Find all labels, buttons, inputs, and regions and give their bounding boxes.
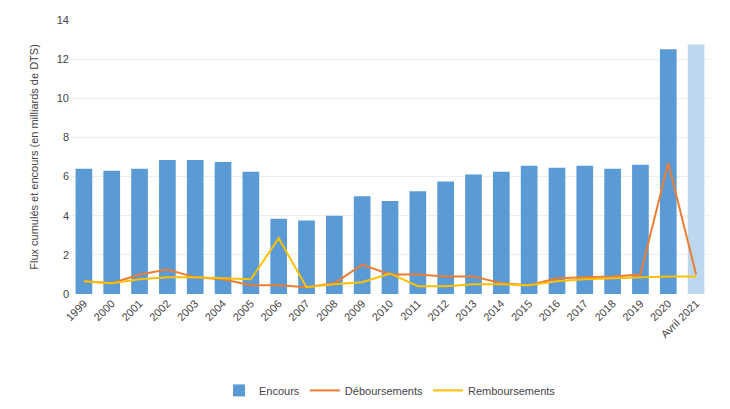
svg-text:12: 12 [57,53,69,65]
svg-text:Encours: Encours [259,385,300,397]
svg-text:2001: 2001 [119,297,145,323]
svg-text:2006: 2006 [258,297,284,323]
svg-text:14: 14 [57,14,69,26]
svg-text:10: 10 [57,92,69,104]
svg-text:Flux cumulés et encours (en mi: Flux cumulés et encours (en milliards de… [28,44,40,270]
svg-text:2017: 2017 [564,297,590,323]
svg-text:2003: 2003 [175,297,201,323]
svg-text:8: 8 [63,131,69,143]
svg-text:2010: 2010 [370,297,396,323]
svg-text:2015: 2015 [509,297,535,323]
svg-text:1999: 1999 [63,297,89,323]
svg-text:4: 4 [63,210,69,222]
svg-text:2008: 2008 [314,297,340,323]
svg-text:2011: 2011 [398,297,423,322]
svg-text:0: 0 [63,288,69,300]
svg-text:2007: 2007 [286,297,312,323]
svg-text:2013: 2013 [453,297,479,323]
svg-text:2005: 2005 [230,297,256,323]
svg-text:2014: 2014 [481,297,507,323]
svg-text:2002: 2002 [147,297,173,323]
svg-text:2018: 2018 [592,297,618,323]
svg-text:2016: 2016 [536,297,562,323]
svg-text:2: 2 [63,249,69,261]
svg-text:2019: 2019 [620,297,646,323]
svg-text:Déboursements: Déboursements [345,385,423,397]
svg-text:2004: 2004 [203,297,229,323]
svg-text:Remboursements: Remboursements [468,385,555,397]
svg-text:2020: 2020 [648,297,674,323]
svg-text:2000: 2000 [91,297,117,323]
svg-text:2009: 2009 [342,297,368,323]
svg-text:6: 6 [63,170,69,182]
svg-text:Avril 2021: Avril 2021 [658,297,701,340]
svg-text:2012: 2012 [425,297,451,323]
